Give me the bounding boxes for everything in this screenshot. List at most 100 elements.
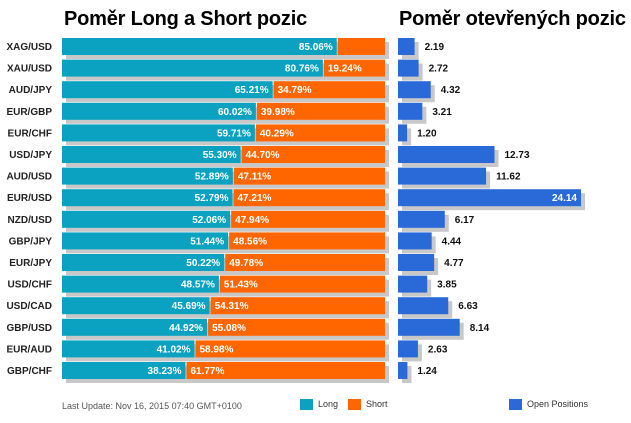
long-value-label: 44.92% bbox=[169, 323, 203, 334]
category-label: USD/JPY bbox=[9, 150, 52, 161]
left-chart-title: Poměr Long a Short pozic bbox=[64, 8, 307, 30]
short-value-label: 51.43% bbox=[224, 280, 258, 291]
open-value-label: 2.19 bbox=[425, 42, 445, 53]
open-value-label: 4.77 bbox=[444, 258, 464, 269]
open-positions-bar bbox=[398, 254, 435, 271]
open-positions-bar bbox=[398, 38, 415, 55]
long-bar bbox=[62, 38, 337, 55]
open-positions-bar bbox=[398, 59, 419, 77]
short-bar bbox=[186, 362, 385, 379]
long-value-label: 52.79% bbox=[195, 193, 229, 204]
open-positions-bar bbox=[398, 340, 418, 358]
long-bar bbox=[62, 146, 241, 163]
long-bar bbox=[62, 102, 256, 120]
short-bar bbox=[229, 232, 385, 250]
short-bar bbox=[273, 81, 385, 99]
long-value-label: 65.21% bbox=[235, 85, 269, 96]
legend-short-label: Short bbox=[366, 399, 388, 409]
short-value-label: 47.11% bbox=[238, 172, 271, 183]
long-value-label: 60.02% bbox=[218, 107, 252, 118]
open-value-label: 2.63 bbox=[428, 344, 448, 355]
open-positions-bar bbox=[398, 362, 408, 379]
open-positions-bar bbox=[398, 232, 432, 250]
short-value-label: 48.56% bbox=[233, 236, 267, 247]
open-positions-bar bbox=[398, 210, 445, 228]
long-bar bbox=[62, 232, 229, 250]
short-bar bbox=[233, 189, 385, 207]
long-bar bbox=[62, 210, 231, 228]
category-label: XAU/USD bbox=[7, 64, 52, 75]
open-value-label: 2.72 bbox=[429, 64, 449, 75]
short-bar bbox=[256, 102, 385, 120]
short-bar bbox=[241, 146, 385, 163]
short-bar bbox=[210, 297, 385, 315]
open-value-label: 8.14 bbox=[470, 323, 490, 334]
category-label: XAG/USD bbox=[6, 42, 52, 53]
long-bar bbox=[62, 275, 219, 293]
long-bar bbox=[62, 297, 210, 315]
long-bar bbox=[62, 124, 255, 142]
category-label: EUR/GBP bbox=[6, 107, 52, 118]
legend-long-label: Long bbox=[318, 399, 339, 409]
open-value-label: 4.44 bbox=[442, 236, 462, 247]
short-bar bbox=[337, 38, 385, 55]
category-label: GBP/CHF bbox=[7, 366, 52, 377]
short-value-label: 61.77% bbox=[190, 366, 224, 377]
legend-open-label: Open Positions bbox=[527, 399, 589, 409]
short-bar bbox=[195, 340, 385, 358]
short-value-label: 47.21% bbox=[238, 193, 272, 204]
long-value-label: 48.57% bbox=[181, 280, 215, 291]
open-value-label: 6.17 bbox=[455, 215, 475, 226]
open-value-label: 3.21 bbox=[432, 107, 452, 118]
category-label: GBP/USD bbox=[6, 323, 52, 334]
short-bar bbox=[233, 167, 385, 185]
long-value-label: 80.76% bbox=[285, 64, 319, 75]
long-bar bbox=[62, 362, 186, 379]
category-label: USD/CAD bbox=[6, 301, 52, 312]
open-positions-bar bbox=[398, 146, 495, 163]
open-value-label: 11.62 bbox=[496, 172, 521, 183]
open-value-label: 1.24 bbox=[417, 366, 437, 377]
long-bar bbox=[62, 167, 233, 185]
open-positions-bar bbox=[398, 102, 423, 120]
short-bar bbox=[323, 59, 385, 77]
long-bar bbox=[62, 340, 195, 358]
short-bar bbox=[225, 254, 385, 271]
open-positions-bar bbox=[398, 81, 431, 99]
long-bar bbox=[62, 81, 273, 99]
long-bar bbox=[62, 254, 225, 271]
category-label: AUD/USD bbox=[6, 172, 52, 183]
long-value-label: 41.02% bbox=[157, 344, 191, 355]
legend-long-swatch bbox=[300, 398, 313, 410]
open-value-label: 24.14 bbox=[552, 193, 577, 204]
short-bar bbox=[208, 318, 385, 336]
open-positions-bar bbox=[398, 318, 460, 336]
long-value-label: 52.89% bbox=[195, 172, 229, 183]
long-bar bbox=[62, 318, 208, 336]
short-bar bbox=[219, 275, 385, 293]
category-label: USD/CHF bbox=[8, 280, 52, 291]
short-value-label: 54.31% bbox=[215, 301, 249, 312]
legend-item-open-positions: Open Positions bbox=[509, 397, 588, 411]
legend-open-swatch bbox=[509, 398, 522, 410]
category-label: EUR/CHF bbox=[8, 128, 52, 139]
long-value-label: 59.71% bbox=[217, 128, 251, 139]
short-value-label: 34.79% bbox=[278, 85, 312, 96]
open-value-label: 6.63 bbox=[458, 301, 478, 312]
category-label: EUR/AUD bbox=[6, 344, 52, 355]
legend-item-short: Short bbox=[348, 397, 388, 411]
short-value-label: 55.08% bbox=[212, 323, 246, 334]
open-positions-bar bbox=[398, 124, 408, 142]
legend-short-swatch bbox=[348, 398, 361, 410]
long-value-label: 52.06% bbox=[192, 215, 226, 226]
short-value-label: 19.24% bbox=[328, 64, 362, 75]
open-value-label: 3.85 bbox=[437, 280, 457, 291]
long-value-label: 51.44% bbox=[190, 236, 224, 247]
open-value-label: 4.32 bbox=[441, 85, 461, 96]
category-label: AUD/JPY bbox=[9, 85, 53, 96]
long-bar bbox=[62, 189, 233, 207]
open-value-label: 12.73 bbox=[505, 150, 530, 161]
last-update-text: Last Update: Nov 16, 2015 07:40 GMT+0100 bbox=[62, 401, 242, 411]
open-positions-bar bbox=[398, 297, 449, 315]
